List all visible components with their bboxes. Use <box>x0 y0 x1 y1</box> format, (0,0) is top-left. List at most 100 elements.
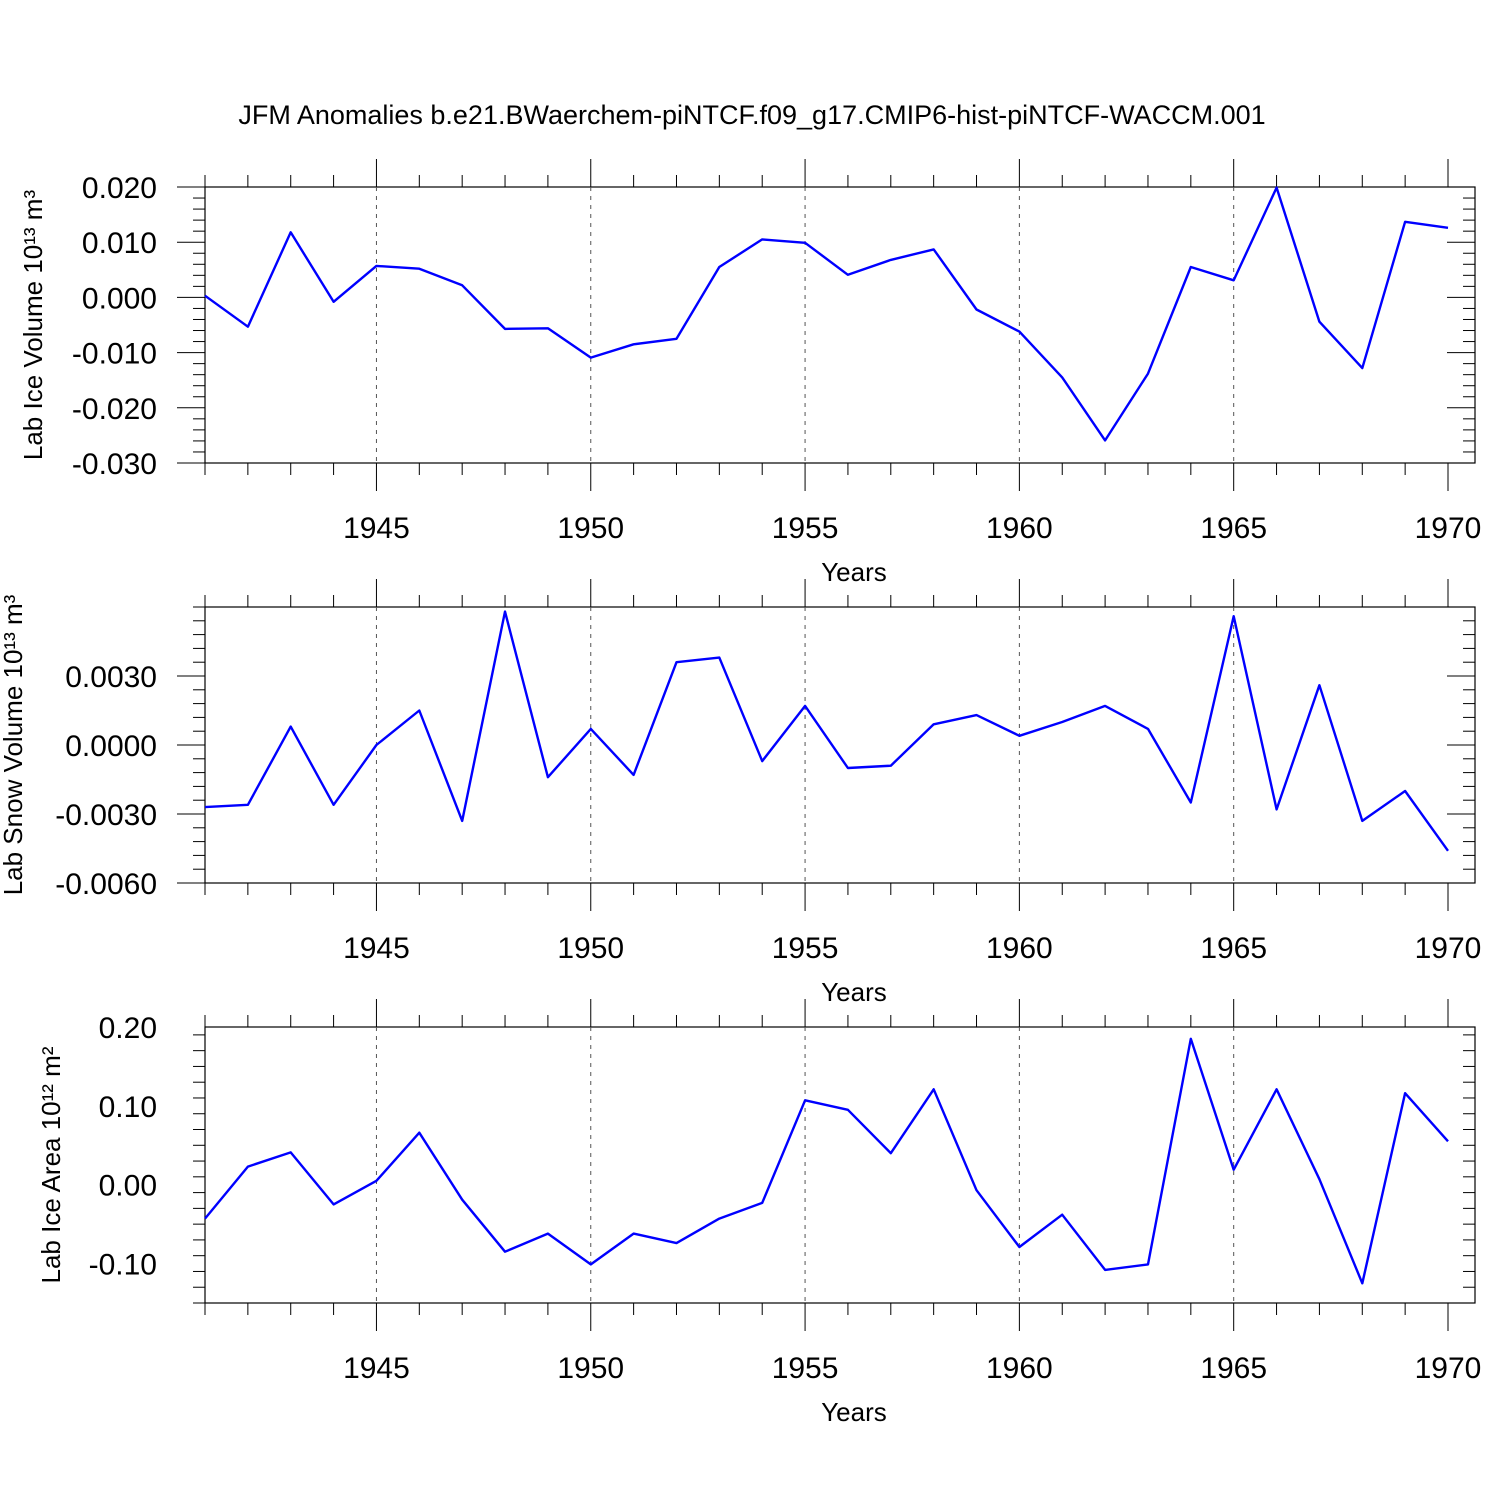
y-axis-label: Lab Ice Volume 10¹³ m³ <box>18 190 48 461</box>
y-tick-label: 0.000 <box>82 282 157 315</box>
x-tick-label: 1960 <box>986 932 1053 965</box>
y-tick-label: -0.0060 <box>55 868 157 901</box>
y-tick-label: 0.020 <box>82 172 157 205</box>
x-tick-label: 1970 <box>1415 932 1482 965</box>
series-line <box>204 1037 1449 1285</box>
x-tick-label: 1945 <box>343 932 410 965</box>
data-point <box>1189 801 1193 805</box>
data-point <box>417 709 421 713</box>
y-tick-label: -0.010 <box>72 338 157 371</box>
data-point <box>717 265 721 269</box>
data-point <box>1317 1177 1321 1181</box>
data-point <box>1103 438 1107 442</box>
data-point <box>289 230 293 234</box>
data-point <box>546 326 550 330</box>
data-point <box>846 766 850 770</box>
data-point <box>1146 1262 1150 1266</box>
data-point <box>1103 704 1107 708</box>
data-point <box>975 713 979 717</box>
data-point <box>460 819 464 823</box>
x-tick-label: 1950 <box>557 932 624 965</box>
data-point <box>760 759 764 763</box>
data-point <box>932 247 936 251</box>
x-tick-label: 1965 <box>1200 512 1267 545</box>
data-point <box>1360 1281 1364 1285</box>
data-point <box>1189 1037 1193 1041</box>
data-point <box>1146 372 1150 376</box>
data-point <box>203 294 207 298</box>
data-point <box>632 773 636 777</box>
data-point <box>1146 727 1150 731</box>
x-axis-label: Years <box>821 1397 887 1427</box>
data-point <box>1232 278 1236 282</box>
y-tick-label: -0.10 <box>89 1249 157 1282</box>
data-point <box>760 1201 764 1205</box>
data-point <box>760 237 764 241</box>
data-point <box>889 258 893 262</box>
data-point <box>932 1087 936 1091</box>
y-tick-label: -0.020 <box>72 393 157 426</box>
data-point <box>846 273 850 277</box>
data-point <box>289 1150 293 1154</box>
data-point <box>1232 614 1236 618</box>
x-tick-label: 1965 <box>1200 932 1267 965</box>
data-point <box>589 727 593 731</box>
data-point <box>846 1108 850 1112</box>
data-point <box>460 283 464 287</box>
data-point <box>1060 1213 1064 1217</box>
plot-frame <box>204 1026 1476 1304</box>
data-point <box>546 1232 550 1236</box>
data-point <box>1446 1139 1450 1143</box>
data-point <box>503 1250 507 1254</box>
data-point <box>589 1262 593 1266</box>
data-point <box>1317 320 1321 324</box>
data-point <box>803 1098 807 1102</box>
data-point <box>332 1202 336 1206</box>
x-tick-label: 1950 <box>557 1352 624 1385</box>
x-tick-label: 1970 <box>1415 1352 1482 1385</box>
data-point <box>1060 720 1064 724</box>
plot-frame <box>204 186 1476 464</box>
data-point <box>1360 366 1364 370</box>
data-point <box>1189 265 1193 269</box>
data-point <box>632 1232 636 1236</box>
data-point <box>1103 1268 1107 1272</box>
y-tick-label: 0.10 <box>99 1091 157 1124</box>
data-point <box>203 805 207 809</box>
data-point <box>503 327 507 331</box>
data-point <box>975 308 979 312</box>
data-point <box>674 1241 678 1245</box>
x-tick-label: 1945 <box>343 512 410 545</box>
data-point <box>1275 807 1279 811</box>
data-point <box>332 803 336 807</box>
data-point <box>717 1217 721 1221</box>
x-axis-label: Years <box>821 977 887 1007</box>
data-point <box>803 241 807 245</box>
data-point <box>1017 734 1021 738</box>
data-point <box>975 1188 979 1192</box>
data-point <box>632 342 636 346</box>
x-axis-label: Years <box>821 557 887 587</box>
x-tick-label: 1965 <box>1200 1352 1267 1385</box>
y-tick-label: -0.030 <box>72 448 157 481</box>
chart-title: JFM Anomalies b.e21.BWaerchem-piNTCF.f09… <box>238 100 1265 130</box>
data-point <box>674 337 678 341</box>
data-point <box>246 325 250 329</box>
data-point <box>889 1151 893 1155</box>
data-point <box>1360 819 1364 823</box>
y-tick-label: -0.0030 <box>55 799 157 832</box>
data-point <box>503 610 507 614</box>
data-point <box>1403 220 1407 224</box>
y-tick-label: 0.0030 <box>65 661 157 694</box>
x-tick-label: 1955 <box>772 512 839 545</box>
x-tick-label: 1955 <box>772 932 839 965</box>
data-point <box>203 1217 207 1221</box>
x-tick-label: 1945 <box>343 1352 410 1385</box>
data-point <box>1060 375 1064 379</box>
x-tick-label: 1960 <box>986 512 1053 545</box>
y-tick-label: 0.00 <box>99 1170 157 1203</box>
x-tick-label: 1955 <box>772 1352 839 1385</box>
data-point <box>289 725 293 729</box>
data-point <box>674 660 678 664</box>
